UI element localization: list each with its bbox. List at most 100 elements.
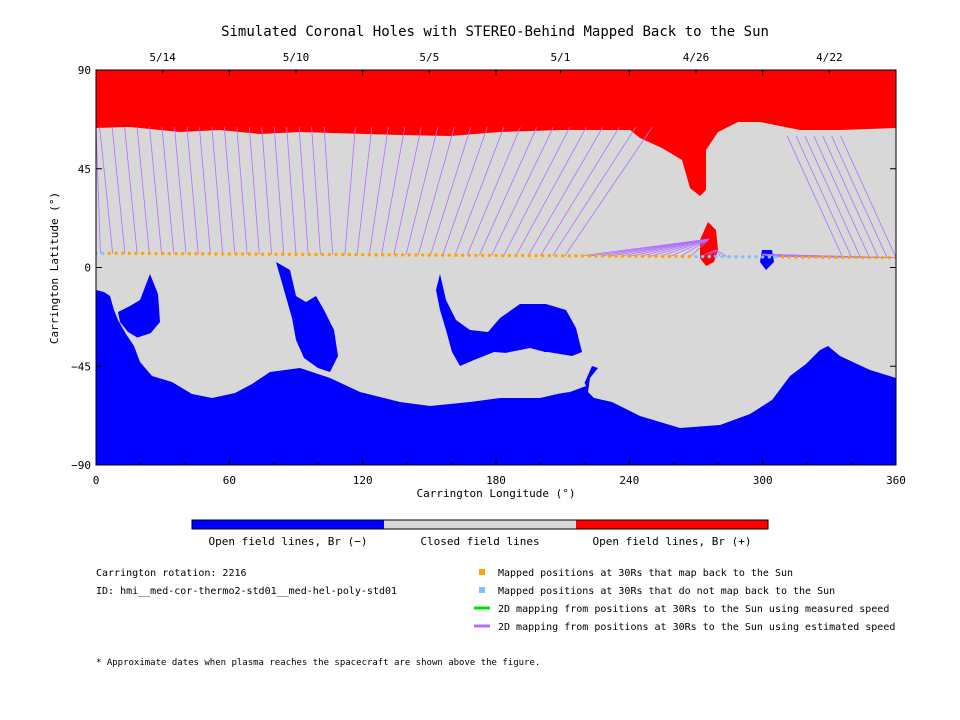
mapping-line xyxy=(286,127,297,255)
mapped-point xyxy=(880,255,885,260)
colorbar-closed xyxy=(384,520,576,529)
mapped-point xyxy=(614,254,618,258)
mapped-point xyxy=(334,252,338,257)
unmapped-point xyxy=(720,254,725,259)
mapping-line xyxy=(211,127,224,254)
estimated-speed-mapping-lines xyxy=(96,126,896,259)
mapped-point xyxy=(540,253,545,258)
x-tick-label: 360 xyxy=(886,474,906,487)
mapping-line xyxy=(311,127,321,255)
mapping-line xyxy=(430,126,472,256)
mapped-point xyxy=(160,251,165,256)
mapped-point xyxy=(400,253,405,257)
mapped-point xyxy=(814,255,818,259)
mapping-line xyxy=(186,127,199,254)
mapped-point xyxy=(147,251,152,256)
mapped-point xyxy=(320,252,325,257)
mapped-point xyxy=(347,252,352,257)
mapped-point xyxy=(507,253,512,258)
mapped-point xyxy=(374,253,378,257)
mapped-point xyxy=(354,252,358,257)
open-field-negative-south xyxy=(96,290,896,465)
date-label: 5/14 xyxy=(149,51,176,64)
mapping-line xyxy=(442,126,488,256)
y-tick-label: 0 xyxy=(84,262,91,275)
mapped-point xyxy=(180,252,185,256)
mapped-point xyxy=(314,252,318,257)
mapping-line xyxy=(393,126,422,255)
mapped-point xyxy=(854,255,858,260)
x-tick-label: 240 xyxy=(619,474,639,487)
mapping-line xyxy=(381,126,406,255)
mapped-point xyxy=(227,252,232,256)
mapped-point xyxy=(167,251,172,256)
mapped-point xyxy=(307,252,312,257)
mapping-line xyxy=(840,135,896,258)
mapped-point xyxy=(240,252,245,256)
mapped-point xyxy=(640,254,645,258)
mapped-point xyxy=(687,254,692,259)
mapping-line xyxy=(831,135,888,258)
legend: Mapped positions at 30Rs that map back t… xyxy=(474,568,895,633)
mapped-point xyxy=(427,253,432,257)
mapped-point xyxy=(520,253,525,258)
mapped-point xyxy=(834,255,838,259)
unmapped-point xyxy=(707,254,712,259)
y-axis-ticks: 90 45 0 −45 −90 xyxy=(71,64,896,472)
mapping-line xyxy=(454,126,505,256)
mapping-line xyxy=(630,238,710,257)
open-field-positive-north xyxy=(96,70,896,196)
mapped-point xyxy=(380,253,385,257)
mapped-point xyxy=(574,254,578,258)
y-tick-label: −90 xyxy=(71,459,91,472)
unmapped-point xyxy=(734,255,738,259)
mapping-line xyxy=(552,126,637,256)
mapping-line xyxy=(491,126,554,256)
mapping-line xyxy=(344,127,356,255)
mapped-point xyxy=(627,254,632,258)
mapped-point xyxy=(327,252,332,257)
mapped-point xyxy=(267,252,272,256)
mapped-point xyxy=(534,253,538,258)
mapping-line xyxy=(715,249,728,258)
mapped-point xyxy=(867,255,872,260)
colorbar-negative xyxy=(192,520,384,529)
legend-mapped-marker xyxy=(479,569,485,575)
y-tick-label: 45 xyxy=(78,163,91,176)
mapped-point xyxy=(134,251,138,256)
mapping-line xyxy=(503,126,571,256)
footnote: * Approximate dates when plasma reaches … xyxy=(96,658,540,668)
mapped-point xyxy=(827,255,832,259)
mapping-line xyxy=(417,126,455,256)
mapped-point xyxy=(500,253,505,258)
trajectory-points xyxy=(96,251,896,260)
mapped-point xyxy=(414,253,418,257)
mapped-point xyxy=(647,254,652,258)
mapping-line xyxy=(527,126,604,256)
unmapped-point xyxy=(714,254,718,259)
mapping-line xyxy=(248,127,260,255)
legend-unmapped-label: Mapped positions at 30Rs that do not map… xyxy=(498,586,835,597)
mapped-point xyxy=(274,252,278,256)
unmapped-point xyxy=(767,255,772,259)
mapped-point xyxy=(887,255,892,260)
mapped-point xyxy=(454,253,458,257)
legend-measured-label: 2D mapping from positions at 30Rs to the… xyxy=(498,604,889,615)
x-tick-label: 120 xyxy=(353,474,373,487)
mapped-point xyxy=(114,251,118,256)
mapped-point xyxy=(440,253,445,257)
unmapped-point xyxy=(774,255,778,259)
mapped-point xyxy=(547,254,552,258)
colorbar-positive xyxy=(576,520,768,529)
mapped-point xyxy=(174,251,178,256)
mapped-point xyxy=(800,255,805,259)
y-axis-label: Carrington Latitude (°) xyxy=(48,192,61,344)
date-label: 4/26 xyxy=(683,51,710,64)
mapped-point xyxy=(680,254,685,259)
colorbar-label-negative: Open field lines, Br (−) xyxy=(209,535,368,548)
mapped-point xyxy=(620,254,625,258)
mapped-point xyxy=(654,254,658,259)
colorbar-frame xyxy=(191,519,769,530)
mapped-point xyxy=(560,254,565,258)
mapping-line xyxy=(540,126,620,256)
